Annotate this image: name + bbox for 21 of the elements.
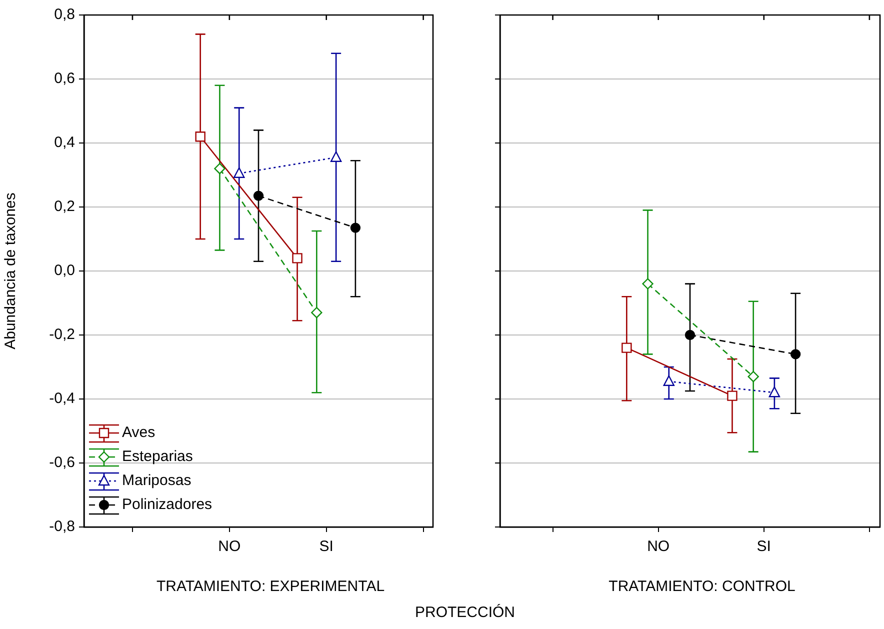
- y-tick-label: 0,0: [54, 262, 75, 280]
- x-tick-label: NO: [647, 538, 670, 556]
- legend-label: Esteparias: [122, 448, 193, 466]
- legend-label: Mariposas: [122, 472, 192, 490]
- y-tick-label: -0,2: [49, 326, 75, 344]
- x-tick-label: SI: [756, 538, 771, 556]
- text: TRATAMIENTO: CONTROL: [608, 578, 796, 595]
- y-tick-label: -0,6: [49, 454, 75, 472]
- x-tick-label: NO: [218, 538, 241, 556]
- legend-label: Aves: [122, 424, 156, 442]
- y-tick-label: -0,4: [49, 390, 75, 408]
- text: PROTECCIÓN: [414, 604, 516, 621]
- y-tick-label: 0,8: [54, 6, 75, 24]
- y-tick-label: 0,4: [54, 134, 75, 152]
- text: TRATAMIENTO: EXPERIMENTAL: [156, 578, 385, 595]
- y-tick-label: 0,2: [54, 198, 75, 216]
- y-tick-label: -0,8: [49, 518, 75, 536]
- y-axis-title: Abundancia de taxones: [2, 192, 20, 350]
- legend-label: Polinizadores: [122, 496, 212, 514]
- y-tick-label: 0,6: [54, 70, 75, 88]
- x-tick-label: SI: [319, 538, 334, 556]
